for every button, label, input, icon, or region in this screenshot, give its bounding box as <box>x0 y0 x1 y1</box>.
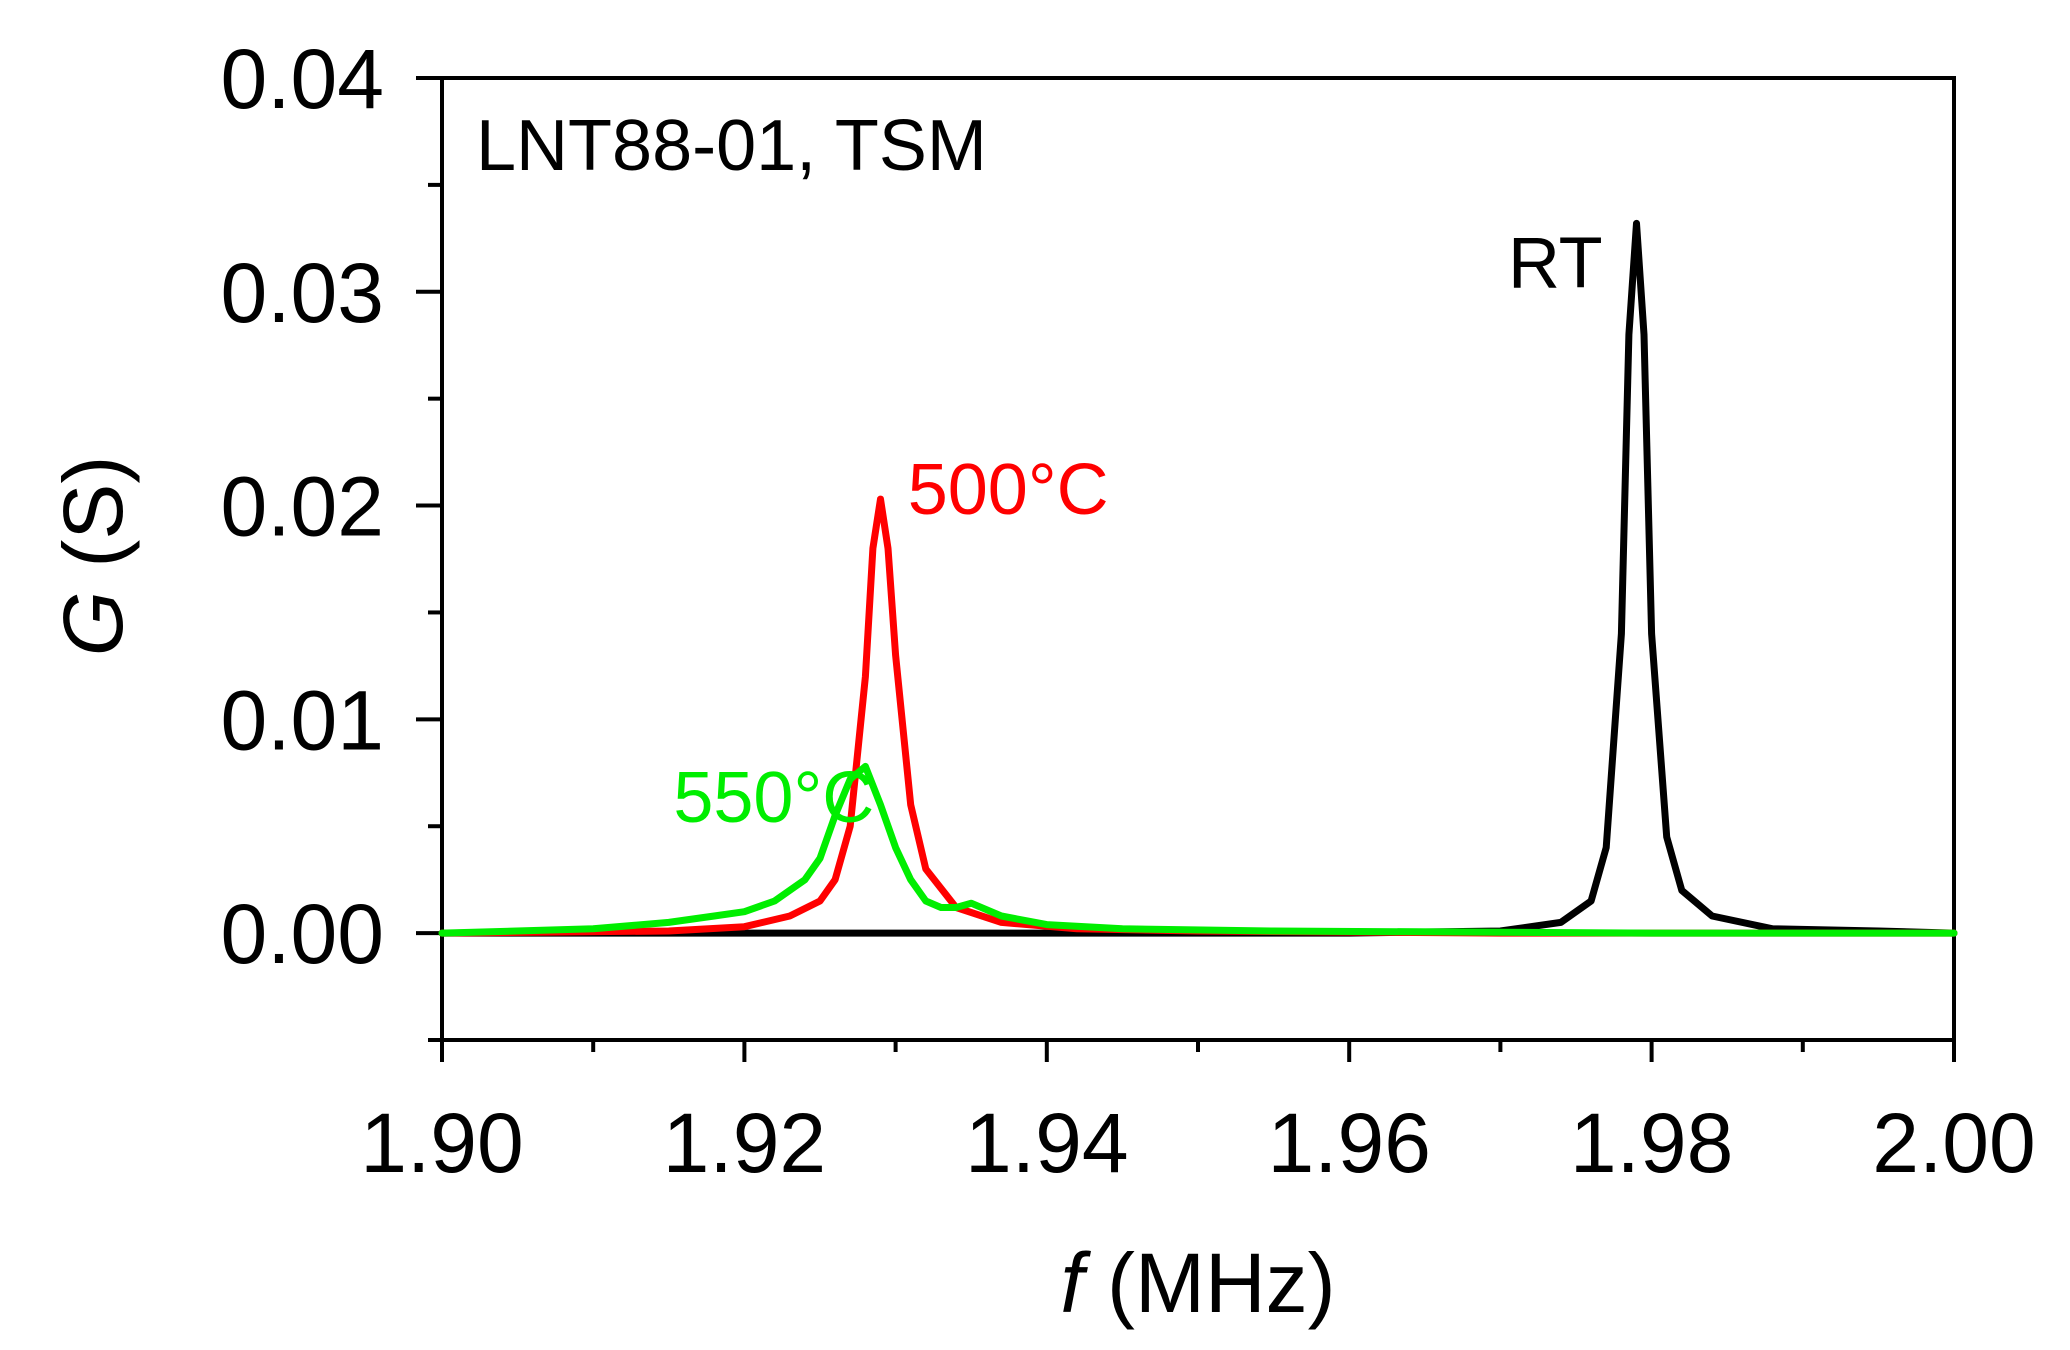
y-tick-label: 0.04 <box>221 32 385 126</box>
y-axis-variable: G <box>46 591 140 656</box>
series-line-1 <box>438 495 1958 937</box>
series-annotation: RT <box>1508 224 1603 304</box>
x-axis-unit: (MHz) <box>1084 1236 1336 1330</box>
x-tick-label: 1.92 <box>663 1096 827 1190</box>
y-tick-label: 0.02 <box>221 460 385 554</box>
x-tick-label: 2.00 <box>1872 1096 2036 1190</box>
x-tick-label: 1.96 <box>1267 1096 1431 1190</box>
y-axis: 0.00 0.01 0.02 0.03 0.04 <box>221 32 442 1042</box>
y-axis-unit: (S) <box>46 456 140 591</box>
panel-label: LNT88-01, TSM <box>476 106 987 186</box>
series-line-0 <box>438 219 1958 937</box>
series-line-2 <box>438 762 1958 937</box>
series-annotation: 500°C <box>908 450 1109 530</box>
y-tick-label: 0.01 <box>221 673 385 767</box>
x-tick-label: 1.98 <box>1570 1096 1734 1190</box>
x-axis: 1.90 1.92 1.94 1.96 1.98 2.00 <box>360 1040 2036 1190</box>
y-tick-label: 0.00 <box>221 887 385 981</box>
x-axis-title: f (MHz) <box>1060 1236 1335 1330</box>
plot-frame <box>440 76 1956 1042</box>
series-layer <box>438 219 1958 937</box>
x-tick-label: 1.90 <box>360 1096 524 1190</box>
x-tick-label: 1.94 <box>965 1096 1129 1190</box>
y-tick-label: 0.03 <box>221 246 385 340</box>
annotation-layer: RT 500°C 550°C <box>673 224 1602 838</box>
y-axis-title: G (S) <box>46 456 140 657</box>
series-annotation: 550°C <box>673 758 874 838</box>
